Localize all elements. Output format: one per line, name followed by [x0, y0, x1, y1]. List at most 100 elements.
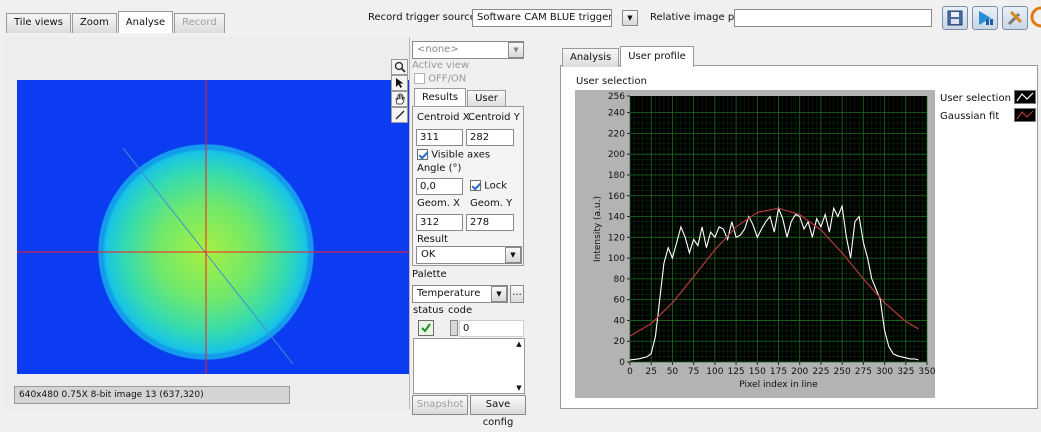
tab-tile-views[interactable]: Tile views [6, 13, 71, 33]
image-path-input[interactable] [734, 9, 932, 27]
tab-record[interactable]: Record [174, 13, 225, 33]
x-tick-label: 175 [770, 367, 787, 377]
y-tick-label: 20 [614, 337, 626, 347]
x-tick-label: 200 [791, 367, 808, 377]
off-on-label: OFF/ON [428, 73, 467, 85]
angle-label: Angle (°) [417, 163, 462, 174]
y-tick-label: 240 [608, 109, 625, 119]
result-select[interactable]: OK [416, 246, 522, 264]
tab-results[interactable]: Results [414, 88, 467, 107]
tab-zoom[interactable]: Zoom [71, 13, 117, 33]
profile-chart[interactable]: 0 25 50 75 100 125 150 175 200 225 250 275 300 325 350… [575, 90, 935, 398]
image-status-bar: 640x480 0.75X 8-bit image 13 (637,320) [14, 386, 290, 404]
y-tick-label: 60 [614, 296, 626, 306]
magnifier-icon [394, 61, 406, 73]
x-tick-label: 275 [855, 367, 872, 377]
cursor-icon [395, 78, 403, 88]
record-play-button[interactable] [972, 6, 998, 30]
geom-x-label: Geom. X [417, 198, 460, 209]
tab-user[interactable]: User [467, 90, 506, 107]
centroid-x-label: Centroid X [417, 112, 470, 123]
snapshot-button[interactable]: Snapshot [412, 395, 468, 415]
y-tick-label: 180 [608, 171, 625, 181]
exit-button[interactable] [1030, 6, 1041, 30]
x-tick-label: 75 [688, 367, 699, 377]
pointer-tool-button[interactable] [391, 75, 408, 91]
legend-label-user-selection: User selection [940, 93, 1011, 104]
scroll-down-icon[interactable]: ▼ [516, 384, 522, 392]
pan-tool-button[interactable] [391, 91, 408, 107]
checkmark-icon [421, 323, 431, 333]
status-label: status [413, 305, 444, 316]
lock-checkbox[interactable] [470, 180, 481, 191]
beam-image[interactable] [17, 80, 409, 374]
geom-y-label: Geom. Y [470, 198, 513, 209]
palette-label: Palette [412, 269, 447, 280]
code-value: 0 [459, 320, 524, 337]
legend-item-user-selection: User selection [940, 90, 1040, 108]
x-tick-label: 125 [727, 367, 744, 377]
tab-user-profile[interactable]: User profile [620, 46, 694, 67]
legend-swatch-gaussian-fit[interactable] [1014, 108, 1036, 122]
view-select-dropdown[interactable]: ▼ [508, 42, 524, 58]
visible-axes-toggle[interactable]: Visible axes [417, 149, 490, 161]
y-tick-label: 160 [608, 192, 625, 202]
line-tool-button[interactable] [391, 107, 408, 123]
code-label: code [448, 305, 473, 316]
tab-analyse[interactable]: Analyse [117, 11, 174, 33]
x-tick-label: 150 [749, 367, 766, 377]
x-tick-label: 325 [897, 367, 914, 377]
x-tick-label: 250 [834, 367, 851, 377]
angle-axis [122, 147, 294, 365]
legend-swatch-user-selection[interactable] [1014, 90, 1036, 104]
save-config-button[interactable]: Save config [470, 395, 526, 428]
scroll-up-icon[interactable]: ▲ [516, 340, 522, 348]
angle-value: 0,0 [416, 178, 463, 195]
off-on-checkbox[interactable] [414, 73, 425, 84]
tab-analysis[interactable]: Analysis [562, 48, 620, 67]
side-tabs: Results User [414, 88, 507, 107]
palette-more-button[interactable]: ... [510, 285, 524, 303]
y-tick-label: 200 [608, 150, 625, 160]
chart-legend: User selection Gaussian fit [940, 90, 1040, 126]
series-line-gaussian-fit [629, 207, 919, 337]
x-tick-label: 50 [667, 367, 679, 377]
palette-select[interactable]: Temperature [412, 285, 508, 303]
source-log[interactable] [413, 338, 525, 394]
y-tick-label: 0 [619, 358, 625, 368]
main-tabs: Tile views Zoom Analyse Record [6, 11, 226, 33]
zoom-tool-button[interactable] [391, 59, 408, 75]
status-indicator [418, 320, 434, 336]
hand-icon [395, 93, 405, 105]
x-tick-label: 350 [918, 367, 935, 377]
palette-dropdown[interactable]: ▼ [491, 286, 507, 302]
lock-label: Lock [484, 180, 507, 192]
result-dropdown[interactable]: ▼ [505, 247, 521, 263]
legend-label-gaussian-fit: Gaussian fit [940, 111, 1000, 122]
x-tick-label: 0 [627, 367, 633, 377]
centroid-y-label: Centroid Y [468, 112, 520, 123]
log-scrollbar[interactable]: ▲ ▼ [514, 340, 524, 392]
x-tick-label: 100 [706, 367, 723, 377]
code-stepper[interactable] [450, 320, 458, 336]
power-icon [1030, 6, 1041, 28]
trigger-source-dropdown[interactable]: ▼ [622, 10, 638, 26]
y-tick-label: 100 [608, 254, 625, 264]
result-label: Result [417, 234, 448, 245]
lock-toggle[interactable]: Lock [470, 180, 507, 192]
y-tick-label: 140 [608, 213, 625, 223]
y-tick-label: 256 [608, 92, 625, 102]
x-tick-label: 25 [645, 367, 656, 377]
trigger-source-label: Record trigger source [368, 12, 476, 23]
profile-section-label: User selection [576, 76, 647, 87]
off-on-toggle[interactable]: OFF/ON [414, 73, 466, 85]
visible-axes-checkbox[interactable] [417, 149, 428, 160]
x-axis-title: Pixel index in line [739, 380, 818, 390]
y-tick-label: 120 [608, 233, 625, 243]
line-icon [395, 110, 404, 120]
floppy-icon [947, 10, 963, 26]
centroid-x-value: 311 [416, 129, 463, 146]
settings-tools-button[interactable] [1002, 6, 1028, 30]
trigger-source-select[interactable]: Software CAM BLUE trigger [472, 9, 612, 27]
save-image-button[interactable] [942, 6, 968, 30]
